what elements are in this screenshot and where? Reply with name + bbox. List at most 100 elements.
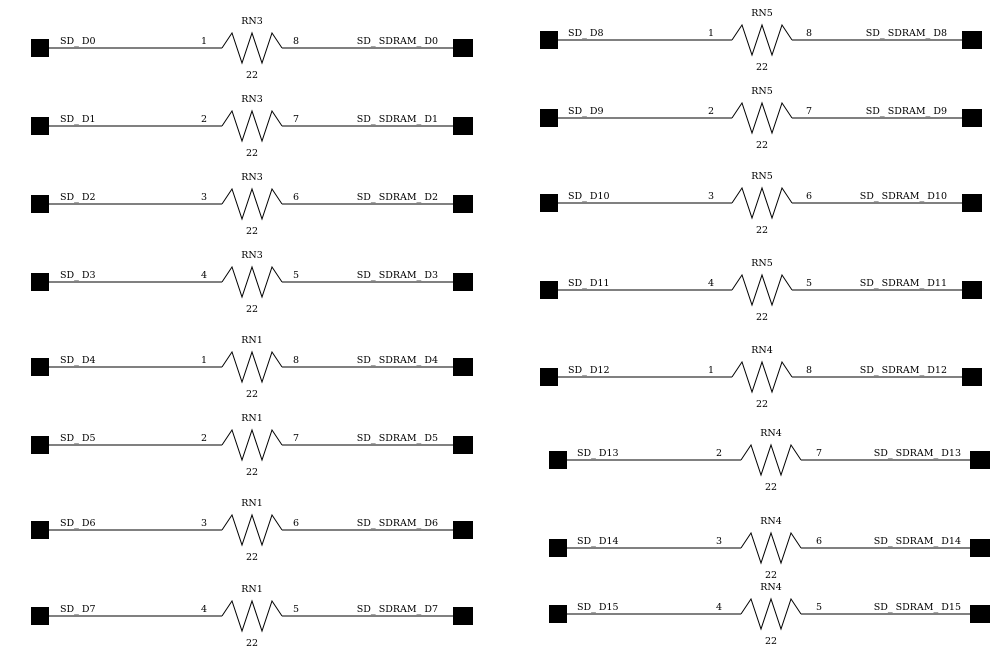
connector-pad-left[interactable] — [31, 521, 49, 539]
net-label-output: SD_ SDRAM_ D1 — [357, 114, 438, 125]
resistor-value-label: 22 — [246, 638, 258, 649]
net-label-output: SD_ SDRAM_ D6 — [357, 518, 438, 529]
net-label-output: SD_ SDRAM_ D8 — [866, 28, 947, 39]
resistor-ref-label: RN3 — [241, 16, 263, 27]
resistor-symbol[interactable] — [731, 360, 793, 394]
resistor-row: RN4 22 SD_ D13 SD_ SDRAM_ D13 2 7 — [549, 428, 990, 493]
resistor-value-label: 22 — [246, 226, 258, 237]
connector-pad-left[interactable] — [31, 358, 49, 376]
net-label-input: SD_ D7 — [60, 604, 96, 615]
resistor-symbol[interactable] — [221, 109, 283, 143]
connector-pad-right[interactable] — [453, 117, 473, 135]
connector-pad-left[interactable] — [549, 539, 567, 557]
connector-pad-left[interactable] — [31, 195, 49, 213]
resistor-row: RN1 22 SD_ D7 SD_ SDRAM_ D7 4 5 — [31, 584, 473, 649]
net-label-output: SD_ SDRAM_ D14 — [874, 536, 961, 547]
connector-pad-right[interactable] — [970, 539, 990, 557]
resistor-symbol[interactable] — [731, 23, 793, 57]
pin-number-input: 4 — [201, 270, 207, 281]
resistor-value-label: 22 — [756, 225, 768, 236]
resistor-ref-label: RN3 — [241, 94, 263, 105]
pin-number-input: 2 — [708, 106, 714, 117]
resistor-symbol[interactable] — [221, 31, 283, 65]
connector-pad-left[interactable] — [540, 31, 558, 49]
resistor-symbol[interactable] — [740, 597, 802, 631]
resistor-row: RN5 22 SD_ D11 SD_ SDRAM_ D11 4 5 — [540, 258, 982, 323]
net-label-input: SD_ D0 — [60, 36, 96, 47]
resistor-symbol[interactable] — [221, 187, 283, 221]
resistor-value-label: 22 — [756, 62, 768, 73]
connector-pad-right[interactable] — [453, 607, 473, 625]
resistor-symbol[interactable] — [221, 599, 283, 633]
connector-pad-left[interactable] — [540, 368, 558, 386]
resistor-row: RN3 22 SD_ D2 SD_ SDRAM_ D2 3 6 — [31, 172, 473, 237]
resistor-ref-label: RN1 — [241, 498, 263, 509]
resistor-symbol[interactable] — [731, 273, 793, 307]
resistor-row: RN1 22 SD_ D6 SD_ SDRAM_ D6 3 6 — [31, 498, 473, 563]
pin-number-output: 7 — [816, 448, 822, 459]
connector-pad-right[interactable] — [453, 195, 473, 213]
pin-number-output: 8 — [293, 355, 299, 366]
connector-pad-left[interactable] — [31, 39, 49, 57]
resistor-symbol[interactable] — [221, 428, 283, 462]
resistor-ref-label: RN4 — [760, 516, 782, 527]
net-label-input: SD_ D8 — [568, 28, 604, 39]
net-label-input: SD_ D15 — [577, 602, 619, 613]
net-label-input: SD_ D2 — [60, 192, 96, 203]
net-label-input: SD_ D4 — [60, 355, 96, 366]
connector-pad-right[interactable] — [453, 358, 473, 376]
connector-pad-left[interactable] — [540, 281, 558, 299]
connector-pad-right[interactable] — [970, 451, 990, 469]
net-label-input: SD_ D10 — [568, 191, 610, 202]
connector-pad-right[interactable] — [962, 368, 982, 386]
resistor-row: RN1 22 SD_ D5 SD_ SDRAM_ D5 2 7 — [31, 413, 473, 478]
resistor-symbol[interactable] — [221, 265, 283, 299]
resistor-symbol[interactable] — [221, 350, 283, 384]
pin-number-input: 3 — [708, 191, 714, 202]
resistor-row: RN4 22 SD_ D15 SD_ SDRAM_ D15 4 5 — [549, 582, 990, 647]
connector-pad-right[interactable] — [962, 31, 982, 49]
connector-pad-left[interactable] — [549, 451, 567, 469]
resistor-symbol[interactable] — [221, 513, 283, 547]
connector-pad-right[interactable] — [962, 109, 982, 127]
connector-pad-left[interactable] — [31, 436, 49, 454]
net-label-output: SD_ SDRAM_ D7 — [357, 604, 438, 615]
resistor-symbol[interactable] — [740, 443, 802, 477]
net-label-output: SD_ SDRAM_ D9 — [866, 106, 947, 117]
resistor-symbol[interactable] — [740, 531, 802, 565]
pin-number-output: 7 — [293, 114, 299, 125]
resistor-row: RN4 22 SD_ D14 SD_ SDRAM_ D14 3 6 — [549, 516, 990, 581]
pin-number-output: 8 — [806, 28, 812, 39]
connector-pad-left[interactable] — [549, 605, 567, 623]
resistor-symbol[interactable] — [731, 101, 793, 135]
resistor-ref-label: RN5 — [751, 258, 773, 269]
net-label-input: SD_ D5 — [60, 433, 96, 444]
resistor-ref-label: RN5 — [751, 8, 773, 19]
connector-pad-left[interactable] — [540, 109, 558, 127]
pin-number-input: 3 — [716, 536, 722, 547]
connector-pad-left[interactable] — [31, 117, 49, 135]
connector-pad-right[interactable] — [453, 436, 473, 454]
pin-number-input: 1 — [708, 28, 714, 39]
connector-pad-right[interactable] — [453, 521, 473, 539]
pin-number-input: 1 — [201, 355, 207, 366]
resistor-ref-label: RN1 — [241, 413, 263, 424]
resistor-value-label: 22 — [756, 312, 768, 323]
connector-pad-right[interactable] — [453, 273, 473, 291]
resistor-symbol[interactable] — [731, 186, 793, 220]
pin-number-input: 2 — [716, 448, 722, 459]
connector-pad-right[interactable] — [453, 39, 473, 57]
connector-pad-right[interactable] — [970, 605, 990, 623]
net-label-output: SD_ SDRAM_ D15 — [874, 602, 961, 613]
connector-pad-left[interactable] — [31, 273, 49, 291]
net-label-input: SD_ D9 — [568, 106, 604, 117]
connector-pad-right[interactable] — [962, 281, 982, 299]
connector-pad-left[interactable] — [31, 607, 49, 625]
connector-pad-right[interactable] — [962, 194, 982, 212]
connector-pad-left[interactable] — [540, 194, 558, 212]
pin-number-input: 4 — [708, 278, 714, 289]
net-label-input: SD_ D12 — [568, 365, 610, 376]
net-label-input: SD_ D3 — [60, 270, 96, 281]
resistor-row: RN3 22 SD_ D1 SD_ SDRAM_ D1 2 7 — [31, 94, 473, 159]
